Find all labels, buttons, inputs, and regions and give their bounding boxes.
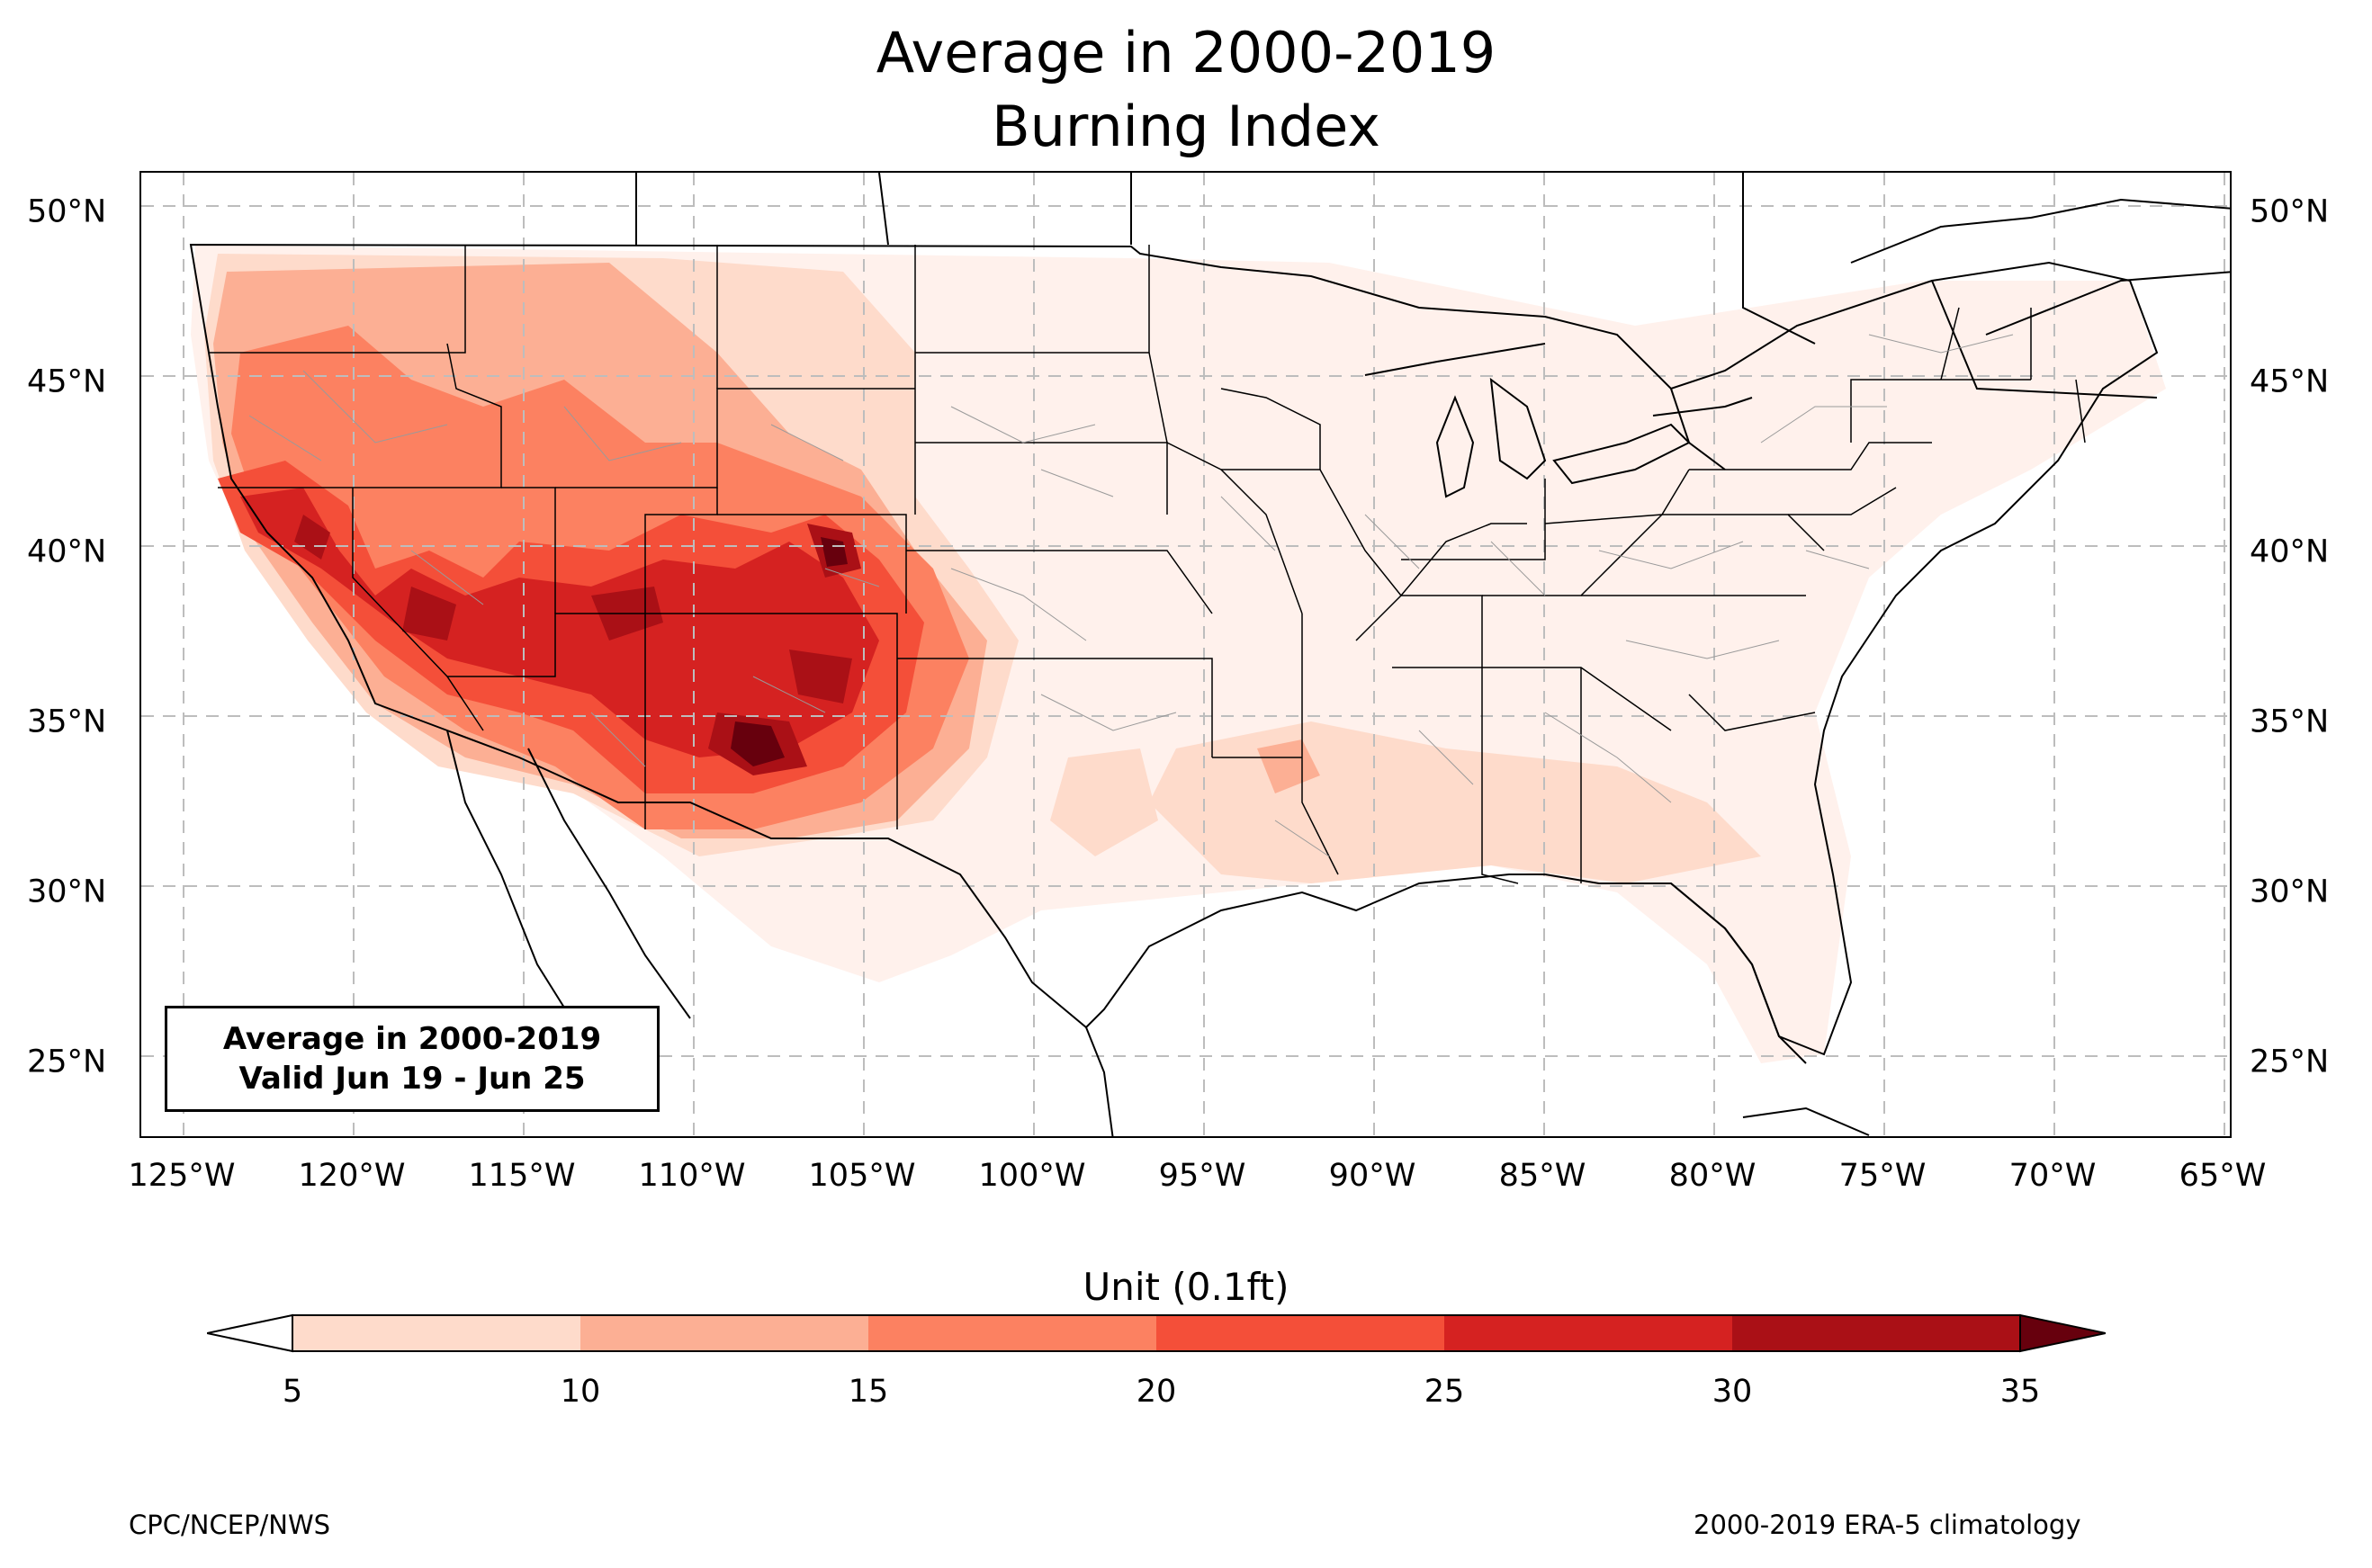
colorbar-segment xyxy=(1732,1315,2021,1351)
colorbar-tick-label: 5 xyxy=(282,1374,303,1410)
gridlines xyxy=(141,173,2230,1136)
canada-north xyxy=(635,173,2230,345)
y-tick-label-left: 35°N xyxy=(27,703,107,740)
y-tick-label-left: 25°N xyxy=(27,1044,107,1080)
x-tick-label: 85°W xyxy=(1498,1158,1586,1194)
x-tick-label: 110°W xyxy=(638,1158,746,1194)
cuba xyxy=(1742,1107,1870,1136)
colorbar-segment xyxy=(1444,1315,1733,1351)
y-tick-label-right: 35°N xyxy=(2250,703,2330,740)
y-tick-label-left: 45°N xyxy=(27,363,107,400)
florida xyxy=(1670,883,1807,1064)
colorbar-over-arrow xyxy=(2019,1313,2106,1353)
contour-fill-level-30 xyxy=(240,488,879,757)
y-tick-label-right: 40°N xyxy=(2250,533,2330,570)
contour-fill-level-10-tx xyxy=(1050,748,1158,856)
x-tick-label: 115°W xyxy=(468,1158,576,1194)
colorbar-title: Unit (0.1ft) xyxy=(1083,1265,1289,1309)
county-lines xyxy=(248,334,2014,857)
colorbar-frame xyxy=(292,1314,2021,1352)
x-tick-label: 80°W xyxy=(1668,1158,1757,1194)
x-tick-label: 90°W xyxy=(1328,1158,1416,1194)
colorbar-tick-label: 25 xyxy=(1424,1374,1465,1410)
mexico-east-coast xyxy=(1085,1026,1114,1136)
colorbar-segment xyxy=(580,1315,869,1351)
colorbar-segment xyxy=(1156,1315,1445,1351)
y-tick-label-left: 30°N xyxy=(27,874,107,910)
y-tick-label-right: 45°N xyxy=(2250,363,2330,400)
y-tick-label-right: 25°N xyxy=(2250,1044,2330,1080)
colorbar-tick-label: 15 xyxy=(848,1374,889,1410)
great-lakes xyxy=(1364,343,1753,498)
x-tick-label: 95°W xyxy=(1158,1158,1246,1194)
info-box-line1: Average in 2000-2019 xyxy=(222,1021,602,1057)
x-tick-label: 105°W xyxy=(808,1158,916,1194)
x-tick-label: 100°W xyxy=(978,1158,1086,1194)
chart-title-line1: Average in 2000-2019 xyxy=(876,20,1496,85)
coastlines-and-borders xyxy=(189,173,2230,1136)
contour-fill-level-15-ms xyxy=(1257,739,1320,793)
contour-fills xyxy=(191,245,2166,1063)
credit-left: CPC/NCEP/NWS xyxy=(129,1510,331,1540)
info-box-line2: Valid Jun 19 - Jun 25 xyxy=(238,1061,586,1097)
colorbar-segment xyxy=(868,1315,1157,1351)
x-tick-label: 125°W xyxy=(128,1158,236,1194)
credit-right: 2000-2019 ERA-5 climatology xyxy=(1694,1510,2081,1540)
contour-fill-over xyxy=(731,537,848,766)
colorbar-tick-label: 35 xyxy=(1999,1374,2041,1410)
info-box: Average in 2000-2019 Valid Jun 19 - Jun … xyxy=(165,1006,660,1112)
state-boundaries xyxy=(209,245,2086,884)
x-tick-label: 120°W xyxy=(298,1158,406,1194)
colorbar xyxy=(207,1313,2106,1353)
map-panel xyxy=(139,171,2232,1138)
colorbar-tick-label: 30 xyxy=(1712,1374,1753,1410)
x-tick-label: 70°W xyxy=(2008,1158,2097,1194)
colorbar-segment xyxy=(292,1315,581,1351)
chart-title-line2: Burning Index xyxy=(992,94,1380,159)
colorbar-under-arrow xyxy=(207,1313,293,1353)
x-tick-label: 65°W xyxy=(2179,1158,2267,1194)
y-tick-label-left: 40°N xyxy=(27,533,107,570)
burning-index-map xyxy=(141,173,2230,1136)
colorbar-tick-label: 20 xyxy=(1136,1374,1177,1410)
colorbar-tick-label: 10 xyxy=(560,1374,601,1410)
x-tick-label: 75°W xyxy=(1838,1158,1927,1194)
y-tick-label-right: 50°N xyxy=(2250,193,2330,230)
y-tick-label-left: 50°N xyxy=(27,193,107,230)
y-tick-label-right: 30°N xyxy=(2250,874,2330,910)
